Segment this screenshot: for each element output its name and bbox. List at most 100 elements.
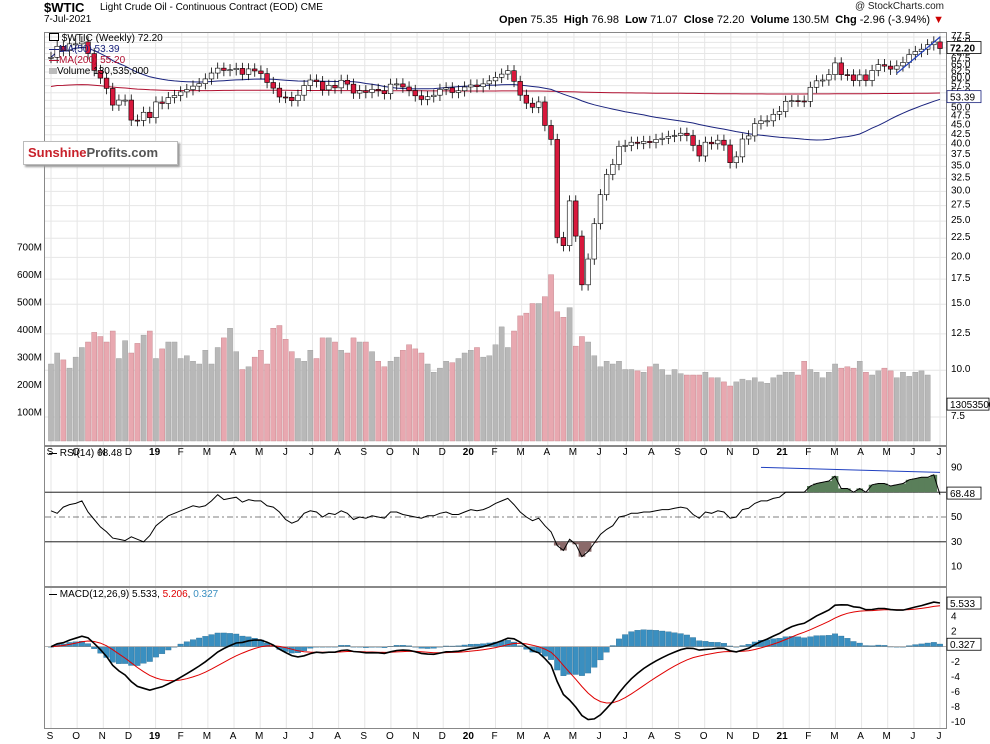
volume-bar <box>906 376 912 442</box>
volume-bar <box>424 363 431 442</box>
macd-histogram-bar <box>844 638 851 647</box>
price-panel: $WTIC (Weekly) 72.20 MA(50) 53.39 MA(200… <box>44 32 947 446</box>
volume-bar <box>356 341 363 442</box>
volume-bar <box>381 366 388 442</box>
volume-bar <box>807 369 814 442</box>
candle-body <box>184 89 190 93</box>
volume-bar <box>264 363 270 442</box>
rsi-trend-line <box>760 466 941 473</box>
volume-bar <box>696 374 703 442</box>
price-tick-label: 62.5 <box>951 66 971 77</box>
volume-bar <box>912 372 919 442</box>
volume-bar <box>128 352 135 442</box>
macd-histogram-bar <box>714 642 721 647</box>
candle-body <box>338 79 344 89</box>
candle-body <box>715 139 721 145</box>
macd-histogram-bar <box>295 646 301 653</box>
macd-histogram-bar <box>813 635 820 647</box>
candle-body <box>844 74 851 76</box>
volume-bar <box>326 337 332 442</box>
volume-bar <box>486 355 493 442</box>
price-tick-label: 25.0 <box>951 215 971 226</box>
volume-bar <box>159 348 165 442</box>
candle-body <box>103 77 110 89</box>
month-tick-label: M <box>203 731 211 742</box>
candle-body <box>233 68 239 70</box>
candle-body <box>375 88 381 92</box>
price-tick-label: 42.5 <box>951 129 971 140</box>
candle-body <box>412 90 418 97</box>
candle-body <box>221 67 227 71</box>
month-tick-label: O <box>386 731 394 742</box>
price-tick-label: 45.0 <box>951 119 971 130</box>
volume-bar <box>832 363 838 442</box>
volume-bar <box>863 372 869 442</box>
month-tick-label: S <box>674 731 681 742</box>
macd-histogram-bar <box>140 646 147 664</box>
candle-body <box>678 132 684 136</box>
candle-body <box>461 86 468 92</box>
rsi-tick-label: 50 <box>951 512 963 523</box>
candle-body <box>653 139 659 143</box>
candle-body <box>850 74 857 81</box>
candle-body <box>641 141 647 144</box>
price-tick-label: 50.0 <box>951 102 971 113</box>
month-tick-label: F <box>491 731 497 742</box>
macd-histogram-bar <box>696 640 703 647</box>
price-tick-label: 32.5 <box>951 172 971 183</box>
candle-body <box>344 79 350 85</box>
volume-bar <box>708 377 715 442</box>
month-tick-label: A <box>857 731 864 742</box>
price-tick-label: 30.0 <box>951 185 971 196</box>
candle-body <box>394 83 400 86</box>
volume-bar <box>406 344 412 442</box>
candle-body <box>807 86 814 102</box>
month-tick-label: N <box>99 731 106 742</box>
candle-body <box>597 194 604 225</box>
candle-body <box>881 64 888 67</box>
volume-bar <box>671 369 678 442</box>
macd-histogram-bar <box>795 636 801 647</box>
macd-signal-line <box>50 605 941 704</box>
candle-body <box>702 141 709 157</box>
candle-body <box>455 90 462 93</box>
month-tick-label: O <box>72 731 80 742</box>
volume-bar <box>529 303 536 442</box>
candle-body <box>48 57 54 59</box>
volume-bar <box>714 377 721 442</box>
candle-body <box>523 94 530 104</box>
candle-body <box>468 84 474 88</box>
volume-bar <box>751 377 758 442</box>
candle-body <box>202 78 208 84</box>
volume-bar <box>369 351 375 442</box>
candle-body <box>319 81 326 91</box>
macd-tick-label: -10 <box>951 717 966 728</box>
volume-bar <box>523 312 530 442</box>
macd-histogram-bar <box>548 646 554 660</box>
volume-bar <box>461 352 468 442</box>
price-tick-label: 35.0 <box>951 160 971 171</box>
volume-bar <box>109 330 116 442</box>
legend-ma50: MA(50) 53.39 <box>49 44 163 55</box>
macd-hist-tag <box>946 637 982 651</box>
candle-body <box>171 95 178 98</box>
macd-histogram-bar <box>579 646 585 676</box>
macd-histogram-bar <box>301 646 308 651</box>
macd-histogram-bar <box>220 632 227 647</box>
price-tick-label: 7.5 <box>951 411 965 422</box>
last-price-tag <box>946 41 982 54</box>
volume-bar <box>350 337 357 442</box>
macd-tick-label: 2 <box>951 627 957 638</box>
macd-histogram-bar <box>819 635 826 647</box>
macd-histogram-bar <box>659 630 666 647</box>
macd-histogram-bar <box>165 646 172 651</box>
macd-histogram-bar <box>856 642 863 647</box>
volume-bar <box>301 361 307 442</box>
volume-bar <box>659 369 665 442</box>
macd-histogram-bar <box>85 643 91 647</box>
macd-histogram-bar <box>134 646 141 666</box>
price-tick-label: 65.0 <box>951 60 971 71</box>
month-tick-label: N <box>412 731 419 742</box>
price-tick-label: 57.5 <box>951 80 971 91</box>
macd-histogram-bar <box>850 641 857 647</box>
